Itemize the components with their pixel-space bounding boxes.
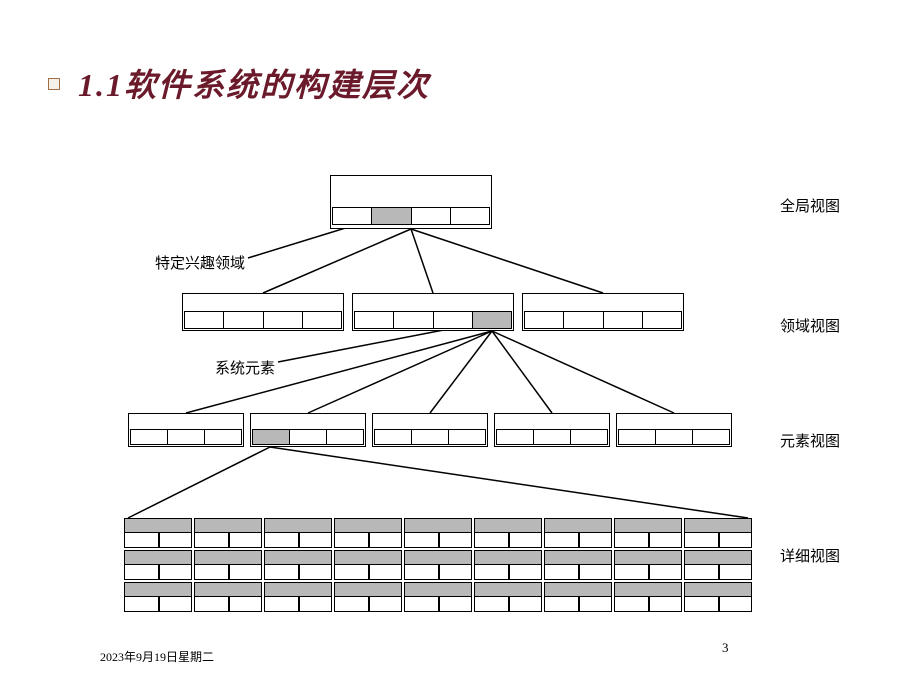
- slide: 1.1软件系统的构建层次 全局视图领域视图元素视图详细视图特定兴趣领域系统元素业…: [0, 0, 920, 690]
- cell: [264, 312, 303, 328]
- node-cells: [332, 207, 490, 225]
- node-l4: [684, 582, 752, 612]
- cell: [168, 430, 205, 444]
- cell: [656, 430, 693, 444]
- cell: [375, 430, 412, 444]
- node-l4: [544, 550, 612, 580]
- node-l4: [544, 518, 612, 548]
- cell: [290, 430, 327, 444]
- node-l4: [684, 518, 752, 548]
- title-bullet-icon: [48, 78, 60, 90]
- node-l4: [194, 518, 262, 548]
- cell: [434, 312, 473, 328]
- level4-right: 详细视图: [780, 545, 840, 566]
- annotation-interest: 特定兴趣领域: [155, 252, 245, 273]
- hierarchy-diagram: 全局视图领域视图元素视图详细视图特定兴趣领域系统元素业务或产品领域: [120, 160, 870, 625]
- cell: [571, 430, 607, 444]
- cell: [131, 430, 168, 444]
- cell: [451, 208, 489, 224]
- node-l4: [684, 550, 752, 580]
- cell: [327, 430, 363, 444]
- level1-right: 全局视图: [780, 195, 840, 216]
- annotation-element: 系统元素: [215, 357, 275, 378]
- cell: [355, 312, 394, 328]
- node-cells: [524, 311, 682, 329]
- node-l4: [474, 518, 542, 548]
- cell: [525, 312, 564, 328]
- cell: [643, 312, 681, 328]
- cell: [372, 208, 411, 224]
- cell: [333, 208, 372, 224]
- node-l4: [124, 582, 192, 612]
- node-cells: [130, 429, 242, 445]
- node-l4: [404, 550, 472, 580]
- level2-right: 领域视图: [780, 315, 840, 336]
- slide-title: 1.1软件系统的构建层次: [78, 60, 430, 106]
- cell: [473, 312, 511, 328]
- cell: [412, 208, 451, 224]
- node-l4: [334, 582, 402, 612]
- footer-date: 2023年9月19日星期二: [100, 648, 214, 665]
- node-l4: [334, 550, 402, 580]
- node-cells: [374, 429, 486, 445]
- level3-right: 元素视图: [780, 430, 840, 451]
- node-l4: [124, 550, 192, 580]
- node-l4: [264, 518, 332, 548]
- node-l4: [614, 582, 682, 612]
- node-cells: [618, 429, 730, 445]
- node-cells: [496, 429, 608, 445]
- node-l4: [544, 582, 612, 612]
- cell: [205, 430, 241, 444]
- node-l4: [474, 550, 542, 580]
- node-cells: [184, 311, 342, 329]
- node-cells: [252, 429, 364, 445]
- node-l4: [614, 518, 682, 548]
- cell: [534, 430, 571, 444]
- node-l4: [334, 518, 402, 548]
- cell: [394, 312, 433, 328]
- cell: [564, 312, 603, 328]
- node-l4: [404, 518, 472, 548]
- cell: [185, 312, 224, 328]
- node-l4: [264, 550, 332, 580]
- node-l4: [124, 518, 192, 548]
- cell: [303, 312, 341, 328]
- cell: [253, 430, 290, 444]
- node-l4: [614, 550, 682, 580]
- node-l4: [474, 582, 542, 612]
- cell: [449, 430, 485, 444]
- cell: [224, 312, 263, 328]
- cell: [412, 430, 449, 444]
- cell: [604, 312, 643, 328]
- cell: [497, 430, 534, 444]
- footer-page-number: 3: [722, 640, 729, 656]
- node-l4: [264, 582, 332, 612]
- node-cells: [354, 311, 512, 329]
- cell: [693, 430, 729, 444]
- node-l4: [194, 582, 262, 612]
- cell: [619, 430, 656, 444]
- node-l4: [404, 582, 472, 612]
- node-l4: [194, 550, 262, 580]
